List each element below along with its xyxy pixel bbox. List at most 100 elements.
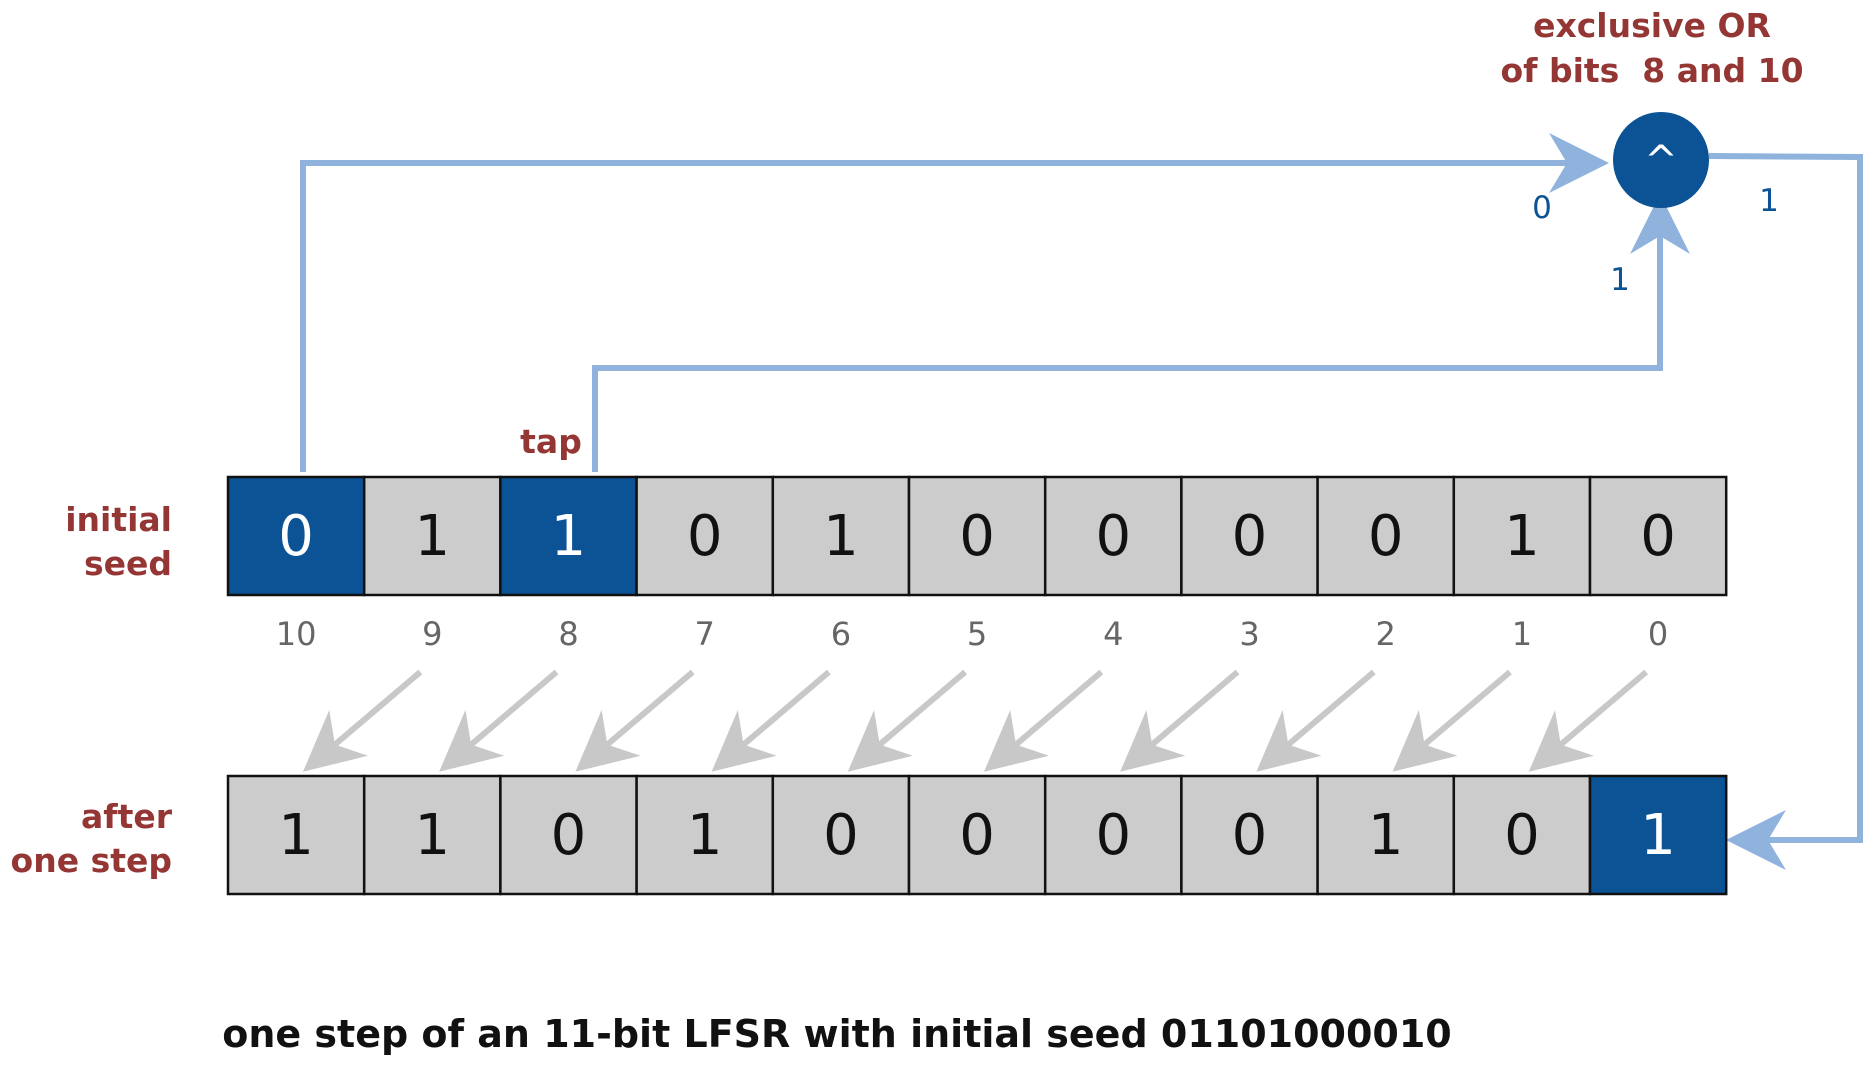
wire-bit8-to-xor <box>592 194 1690 472</box>
figure-caption: one step of an 11-bit LFSR with initial … <box>222 1012 1451 1056</box>
initial-cell-bit-0: 0 <box>1588 475 1728 597</box>
xor-label-line1: exclusive OR <box>1533 6 1771 45</box>
initial-cell-bit-4: 0 <box>1043 475 1183 597</box>
after-bit-value: 1 <box>278 803 314 868</box>
initial-cell-bit-6: 1 <box>771 475 911 597</box>
initial-cell-bit-8: 1 <box>499 475 638 597</box>
after-cell-box <box>499 774 638 896</box>
shift-arrow <box>575 669 695 772</box>
after-cell-bit-3: 0 <box>1180 774 1319 896</box>
after-cell-box <box>771 774 911 896</box>
after-bit-value: 0 <box>823 803 859 868</box>
initial-cell-box <box>1180 475 1319 597</box>
after-cell-box <box>1180 774 1319 896</box>
after-cell-bit-4: 0 <box>1043 774 1183 896</box>
after-cell-bit-9: 1 <box>362 774 502 896</box>
initial-bit-value: 0 <box>959 504 995 569</box>
after-cell-box <box>226 774 366 896</box>
initial-cell-bit-9: 1 <box>362 475 502 597</box>
after-cell-bit-0: 1 <box>1588 774 1728 896</box>
wire-value-bit10: 0 <box>1532 190 1552 226</box>
xor-symbol: ^ <box>1644 138 1678 184</box>
xor-gate: ^ <box>1613 112 1709 208</box>
after-register: 1 1 0 1 0 0 0 0 1 0 1 <box>226 774 1728 896</box>
bit-index-label: 3 <box>1239 615 1259 653</box>
after-bit-value: 0 <box>1095 803 1131 868</box>
initial-bit-value: 0 <box>1095 504 1131 569</box>
initial-cell-box <box>771 475 911 597</box>
after-bit-value: 1 <box>1368 803 1404 868</box>
shift-arrows <box>302 669 1649 772</box>
initial-bit-value: 0 <box>1640 504 1676 569</box>
initial-cell-box <box>907 475 1047 597</box>
initial-cell-box <box>1452 475 1592 597</box>
initial-cell-bit-10: 0 <box>226 475 366 597</box>
initial-cell-box <box>226 475 366 597</box>
initial-cell-box <box>635 475 775 597</box>
after-cell-bit-7: 1 <box>635 774 775 896</box>
after-bit-value: 0 <box>551 803 587 868</box>
bit-index-label: 4 <box>1103 615 1123 653</box>
bit-index-label: 2 <box>1376 615 1396 653</box>
after-step-label-line2: one step <box>11 841 172 880</box>
shift-arrow <box>847 669 968 772</box>
shift-arrow <box>1392 669 1512 772</box>
wire-bit10-to-xor <box>300 133 1609 472</box>
initial-cell-box <box>1043 475 1183 597</box>
initial-cell-bit-3: 0 <box>1180 475 1319 597</box>
initial-seed-label-line1: initial <box>65 500 172 539</box>
initial-bit-value: 0 <box>1368 504 1404 569</box>
initial-cell-box <box>499 475 638 597</box>
initial-bit-value: 0 <box>1232 504 1268 569</box>
initial-bit-value: 1 <box>414 504 450 569</box>
after-bit-value: 1 <box>687 803 723 868</box>
after-cell-box <box>1588 774 1728 896</box>
wire-value-xor-output: 1 <box>1759 183 1779 219</box>
initial-bit-value: 1 <box>823 504 859 569</box>
feedback-wires <box>300 133 1863 870</box>
after-cell-bit-6: 0 <box>771 774 911 896</box>
bit-index-label: 8 <box>558 615 578 653</box>
initial-cell-bit-2: 0 <box>1316 475 1456 597</box>
initial-bit-value: 0 <box>687 504 723 569</box>
initial-register: 0 1 1 0 1 0 0 0 0 1 0 <box>226 475 1728 597</box>
after-bit-value: 1 <box>1640 803 1676 868</box>
after-cell-box <box>1043 774 1183 896</box>
after-bit-value: 0 <box>1504 803 1540 868</box>
shift-arrow <box>983 669 1104 772</box>
after-cell-box <box>907 774 1047 896</box>
wire-value-bit8: 1 <box>1610 262 1630 298</box>
initial-cell-box <box>1316 475 1456 597</box>
initial-cell-bit-7: 0 <box>635 475 775 597</box>
bit-index-label: 0 <box>1648 615 1668 653</box>
initial-cell-bit-1: 1 <box>1452 475 1592 597</box>
after-cell-bit-5: 0 <box>907 774 1047 896</box>
after-cell-bit-1: 0 <box>1452 774 1592 896</box>
after-step-label-line1: after <box>81 797 173 836</box>
initial-bit-value: 1 <box>1504 504 1540 569</box>
bit-index-label: 9 <box>422 615 442 653</box>
initial-cell-box <box>1588 475 1728 597</box>
after-bit-value: 1 <box>414 803 450 868</box>
after-cell-box <box>1316 774 1456 896</box>
shift-arrow <box>1256 669 1376 772</box>
shift-arrow <box>302 669 423 772</box>
after-cell-bit-2: 1 <box>1316 774 1456 896</box>
bit-index-label: 5 <box>967 615 987 653</box>
after-cell-bit-10: 1 <box>226 774 366 896</box>
bit-index-row: 10 9 8 7 6 5 4 3 2 1 0 <box>276 615 1669 653</box>
tap-label: tap <box>520 422 582 461</box>
initial-bit-value: 1 <box>551 504 587 569</box>
bit-index-label: 10 <box>276 615 317 653</box>
shift-arrow <box>711 669 831 772</box>
initial-bit-value: 0 <box>278 504 314 569</box>
after-bit-value: 0 <box>1232 803 1268 868</box>
initial-seed-label-line2: seed <box>84 544 172 583</box>
bit-index-label: 1 <box>1512 615 1532 653</box>
shift-arrow <box>1120 669 1240 772</box>
shift-arrow <box>439 669 559 772</box>
shift-arrow <box>1528 669 1649 772</box>
xor-label-line2: of bits 8 and 10 <box>1500 51 1803 90</box>
after-cell-bit-8: 0 <box>499 774 638 896</box>
wire-xor-to-bit0 <box>1708 153 1863 870</box>
